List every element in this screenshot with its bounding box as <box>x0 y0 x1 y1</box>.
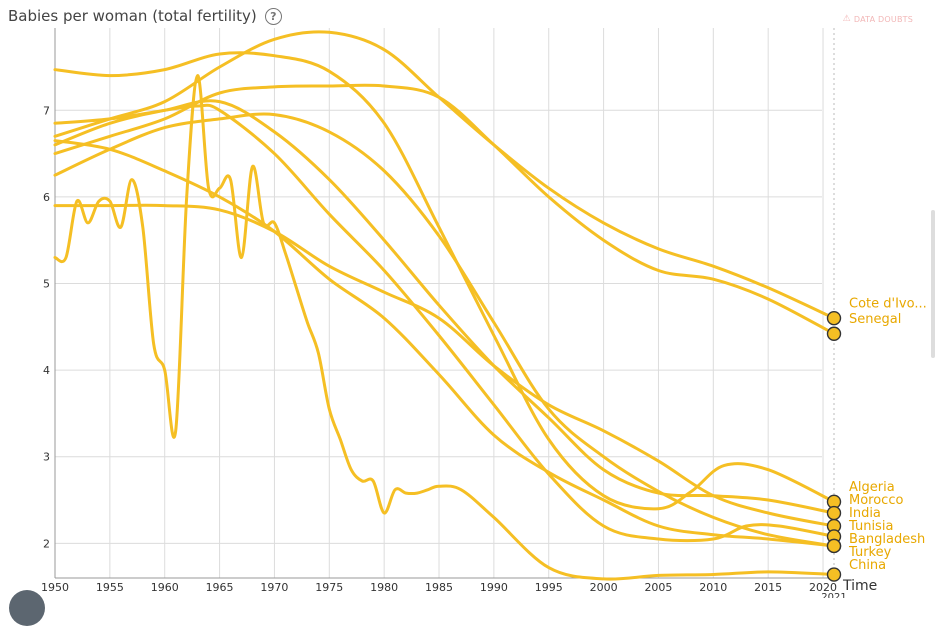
end-point-morocco[interactable] <box>826 505 842 521</box>
end-point-cote-d-ivo[interactable] <box>826 310 842 326</box>
x-tick-label: 1970 <box>260 581 288 594</box>
data-doubts-label: DATA DOUBTS <box>853 14 913 24</box>
x-tick-label: 2010 <box>699 581 727 594</box>
end-point-turkey[interactable] <box>826 538 842 554</box>
time-axis-label[interactable]: Time <box>843 578 878 594</box>
series-label-bangladesh[interactable]: Bangladesh <box>849 532 925 547</box>
x-tick-label: 1960 <box>151 581 179 594</box>
series-label-china[interactable]: China <box>849 558 886 573</box>
series-line-china[interactable] <box>53 74 836 581</box>
series-lines <box>53 30 836 581</box>
play-button[interactable] <box>9 590 45 626</box>
series-line-tunisia[interactable] <box>53 103 836 543</box>
series-line-algeria[interactable] <box>53 51 836 511</box>
x-tick-label: 1975 <box>315 581 343 594</box>
scrollbar[interactable] <box>931 210 935 358</box>
data-doubts-button[interactable]: ⚠ DATA DOUBTS <box>843 14 913 24</box>
y-tick-label: 6 <box>43 191 50 204</box>
y-tick-label: 7 <box>43 104 50 117</box>
y-tick-label: 4 <box>43 364 50 377</box>
chart-title-bar: Babies per woman (total fertility) ? <box>8 7 282 25</box>
end-points <box>826 310 842 582</box>
chart-title[interactable]: Babies per woman (total fertility) <box>8 7 257 25</box>
series-label-algeria[interactable]: Algeria <box>849 480 895 495</box>
series-line-bangladesh[interactable] <box>53 112 836 548</box>
series-label-turkey[interactable]: Turkey <box>848 545 892 560</box>
x-tick-label: 2015 <box>754 581 782 594</box>
y-tick-label: 5 <box>43 278 50 291</box>
series-label-cote-d-ivo[interactable]: Cote d'Ivo... <box>849 296 927 311</box>
x-tick-label: 1955 <box>96 581 124 594</box>
end-point-china[interactable] <box>826 567 842 582</box>
x-tick-label: 1990 <box>480 581 508 594</box>
x-tick-label: 1965 <box>206 581 234 594</box>
series-label-india[interactable]: India <box>849 506 881 521</box>
x-tick-label: 1985 <box>425 581 453 594</box>
y-tick-label: 2 <box>43 537 50 550</box>
axes: 2 3 4 5 6 7 1950 1955 1960 1965 1970 1975 1980 1985 19… <box>41 28 847 598</box>
series-label-senegal[interactable]: Senegal <box>849 312 901 327</box>
x-tick-label: 1995 <box>535 581 563 594</box>
x-tick-label: 2000 <box>590 581 618 594</box>
x-tick-label: 1980 <box>370 581 398 594</box>
series-line-morocco[interactable] <box>53 99 836 515</box>
y-tick-label: 3 <box>43 451 50 464</box>
series-label-tunisia[interactable]: Tunisia <box>848 519 893 534</box>
end-point-senegal[interactable] <box>826 326 842 341</box>
end-year-label: 2021 <box>821 592 846 598</box>
fertility-line-chart: 2 3 4 5 6 7 1950 1955 1960 1965 1970 1975 1980 1985 19… <box>41 28 927 598</box>
warning-icon: ⚠ <box>842 14 851 24</box>
series-line-senegal[interactable] <box>53 83 836 336</box>
x-tick-label: 2020 <box>809 581 837 594</box>
x-tick-label: 1950 <box>41 581 69 594</box>
series-labels: Cote d'Ivo...SenegalAlgeriaMoroccoIndiaT… <box>848 296 927 573</box>
series-label-morocco[interactable]: Morocco <box>849 493 903 508</box>
question-circle-icon[interactable]: ? <box>264 7 282 25</box>
series-line-india[interactable] <box>53 203 836 528</box>
x-tick-label: 2005 <box>644 581 672 594</box>
series-line-turkey[interactable] <box>53 139 836 548</box>
